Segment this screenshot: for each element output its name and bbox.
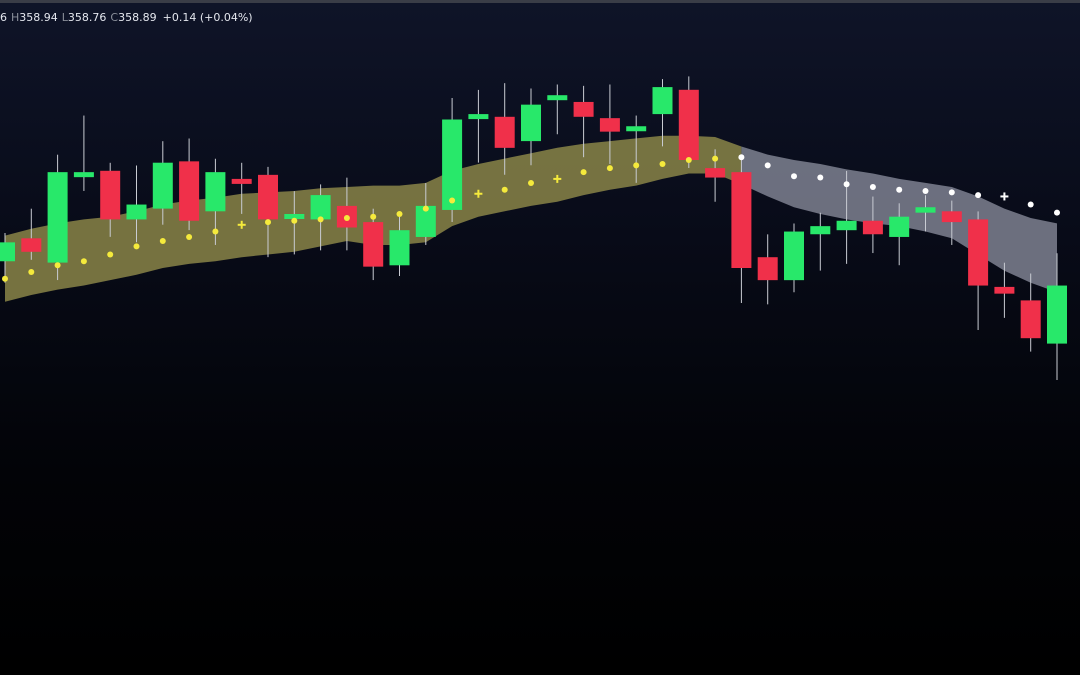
trend-dot (317, 216, 324, 223)
candle-bearish (757, 257, 778, 281)
trend-dot (107, 251, 114, 258)
trend-dot (685, 157, 692, 163)
trend-dot (28, 269, 35, 276)
candle-bearish (941, 211, 962, 223)
candle-bullish (284, 214, 305, 219)
trend-dot (528, 179, 534, 186)
candle-bullish (0, 242, 15, 262)
candle-bullish (626, 126, 647, 132)
trend-dot (896, 186, 903, 193)
open-value: 6 (0, 10, 7, 24)
candle-bullish (810, 226, 831, 235)
candle-bearish (363, 222, 384, 267)
candle-bearish (231, 178, 252, 184)
close-label: C (110, 10, 119, 24)
candle-bearish (968, 219, 989, 286)
candle-bullish (784, 231, 804, 281)
trend-dot (54, 262, 61, 269)
trend-dot (291, 217, 298, 224)
trend-dot (580, 169, 587, 176)
trend-dot (1054, 209, 1060, 216)
candle-bearish (599, 118, 620, 132)
trend-dot (843, 181, 850, 188)
candle-bullish (310, 195, 331, 220)
trend-dot (791, 173, 797, 180)
candle-bullish (389, 230, 410, 266)
candle-bullish (47, 172, 68, 263)
trend-dot (265, 219, 271, 226)
trend-dot (449, 197, 456, 204)
trend-dot (817, 174, 824, 181)
trend-dot (869, 184, 876, 190)
trend-dot (422, 205, 429, 212)
trend-dot (396, 211, 403, 217)
trend-dot (633, 162, 640, 169)
candle-bullish (468, 114, 489, 120)
candle-bearish (862, 220, 883, 235)
candle-bearish (179, 161, 200, 221)
trend-dot (1027, 201, 1034, 208)
candle-bearish (494, 116, 515, 148)
high-value: 358.94 (19, 10, 58, 24)
trend-dot (212, 228, 219, 235)
candle-bearish (731, 172, 752, 268)
candle-bullish (915, 207, 936, 213)
trend-dot (370, 213, 377, 220)
candle-bullish (521, 104, 541, 142)
trend-dot (659, 161, 666, 168)
trend-dot (948, 189, 955, 196)
trend-dot (80, 258, 87, 265)
candle-bearish (100, 170, 121, 220)
trend-dot (922, 188, 929, 195)
candle-bullish (442, 119, 463, 210)
candle-bullish (152, 162, 173, 209)
trend-dot (186, 233, 193, 240)
trend-dot (764, 162, 771, 169)
high-label: H (11, 10, 20, 24)
ohlc-legend: 6 H 358.94 L 358.76 C 358.89 +0.14 (+0.0… (0, 9, 253, 25)
trend-dot (975, 192, 982, 199)
candle-bearish (1020, 300, 1041, 339)
low-label: L (61, 10, 68, 24)
candle-bullish (205, 172, 226, 212)
candle-bullish (1047, 285, 1067, 344)
trend-dot (343, 215, 350, 222)
candle-bearish (21, 238, 42, 252)
candle-bearish (573, 101, 594, 117)
change-value: +0.14 (+0.04%) (162, 10, 253, 24)
trend-dot (2, 275, 8, 282)
candle-bearish (678, 89, 699, 160)
candle-bearish (994, 286, 1015, 294)
candle-bullish (547, 95, 568, 101)
candle-bullish (836, 220, 857, 231)
candle-bullish (73, 172, 94, 178)
candle-bullish (889, 216, 910, 237)
candle-bullish (652, 87, 673, 115)
candle-bullish (415, 205, 436, 237)
trend-dot (133, 243, 140, 250)
trend-dot (712, 155, 719, 162)
close-value: 358.89 (118, 10, 157, 24)
candle-bullish (126, 204, 147, 220)
trend-dot (606, 165, 613, 172)
top-border (0, 0, 1080, 3)
trend-dot (738, 154, 745, 161)
low-value: 358.76 (67, 10, 107, 24)
candle-bearish (705, 168, 726, 178)
trend-dot (159, 238, 166, 244)
trend-dot (501, 186, 508, 193)
candle-bearish (258, 174, 278, 220)
